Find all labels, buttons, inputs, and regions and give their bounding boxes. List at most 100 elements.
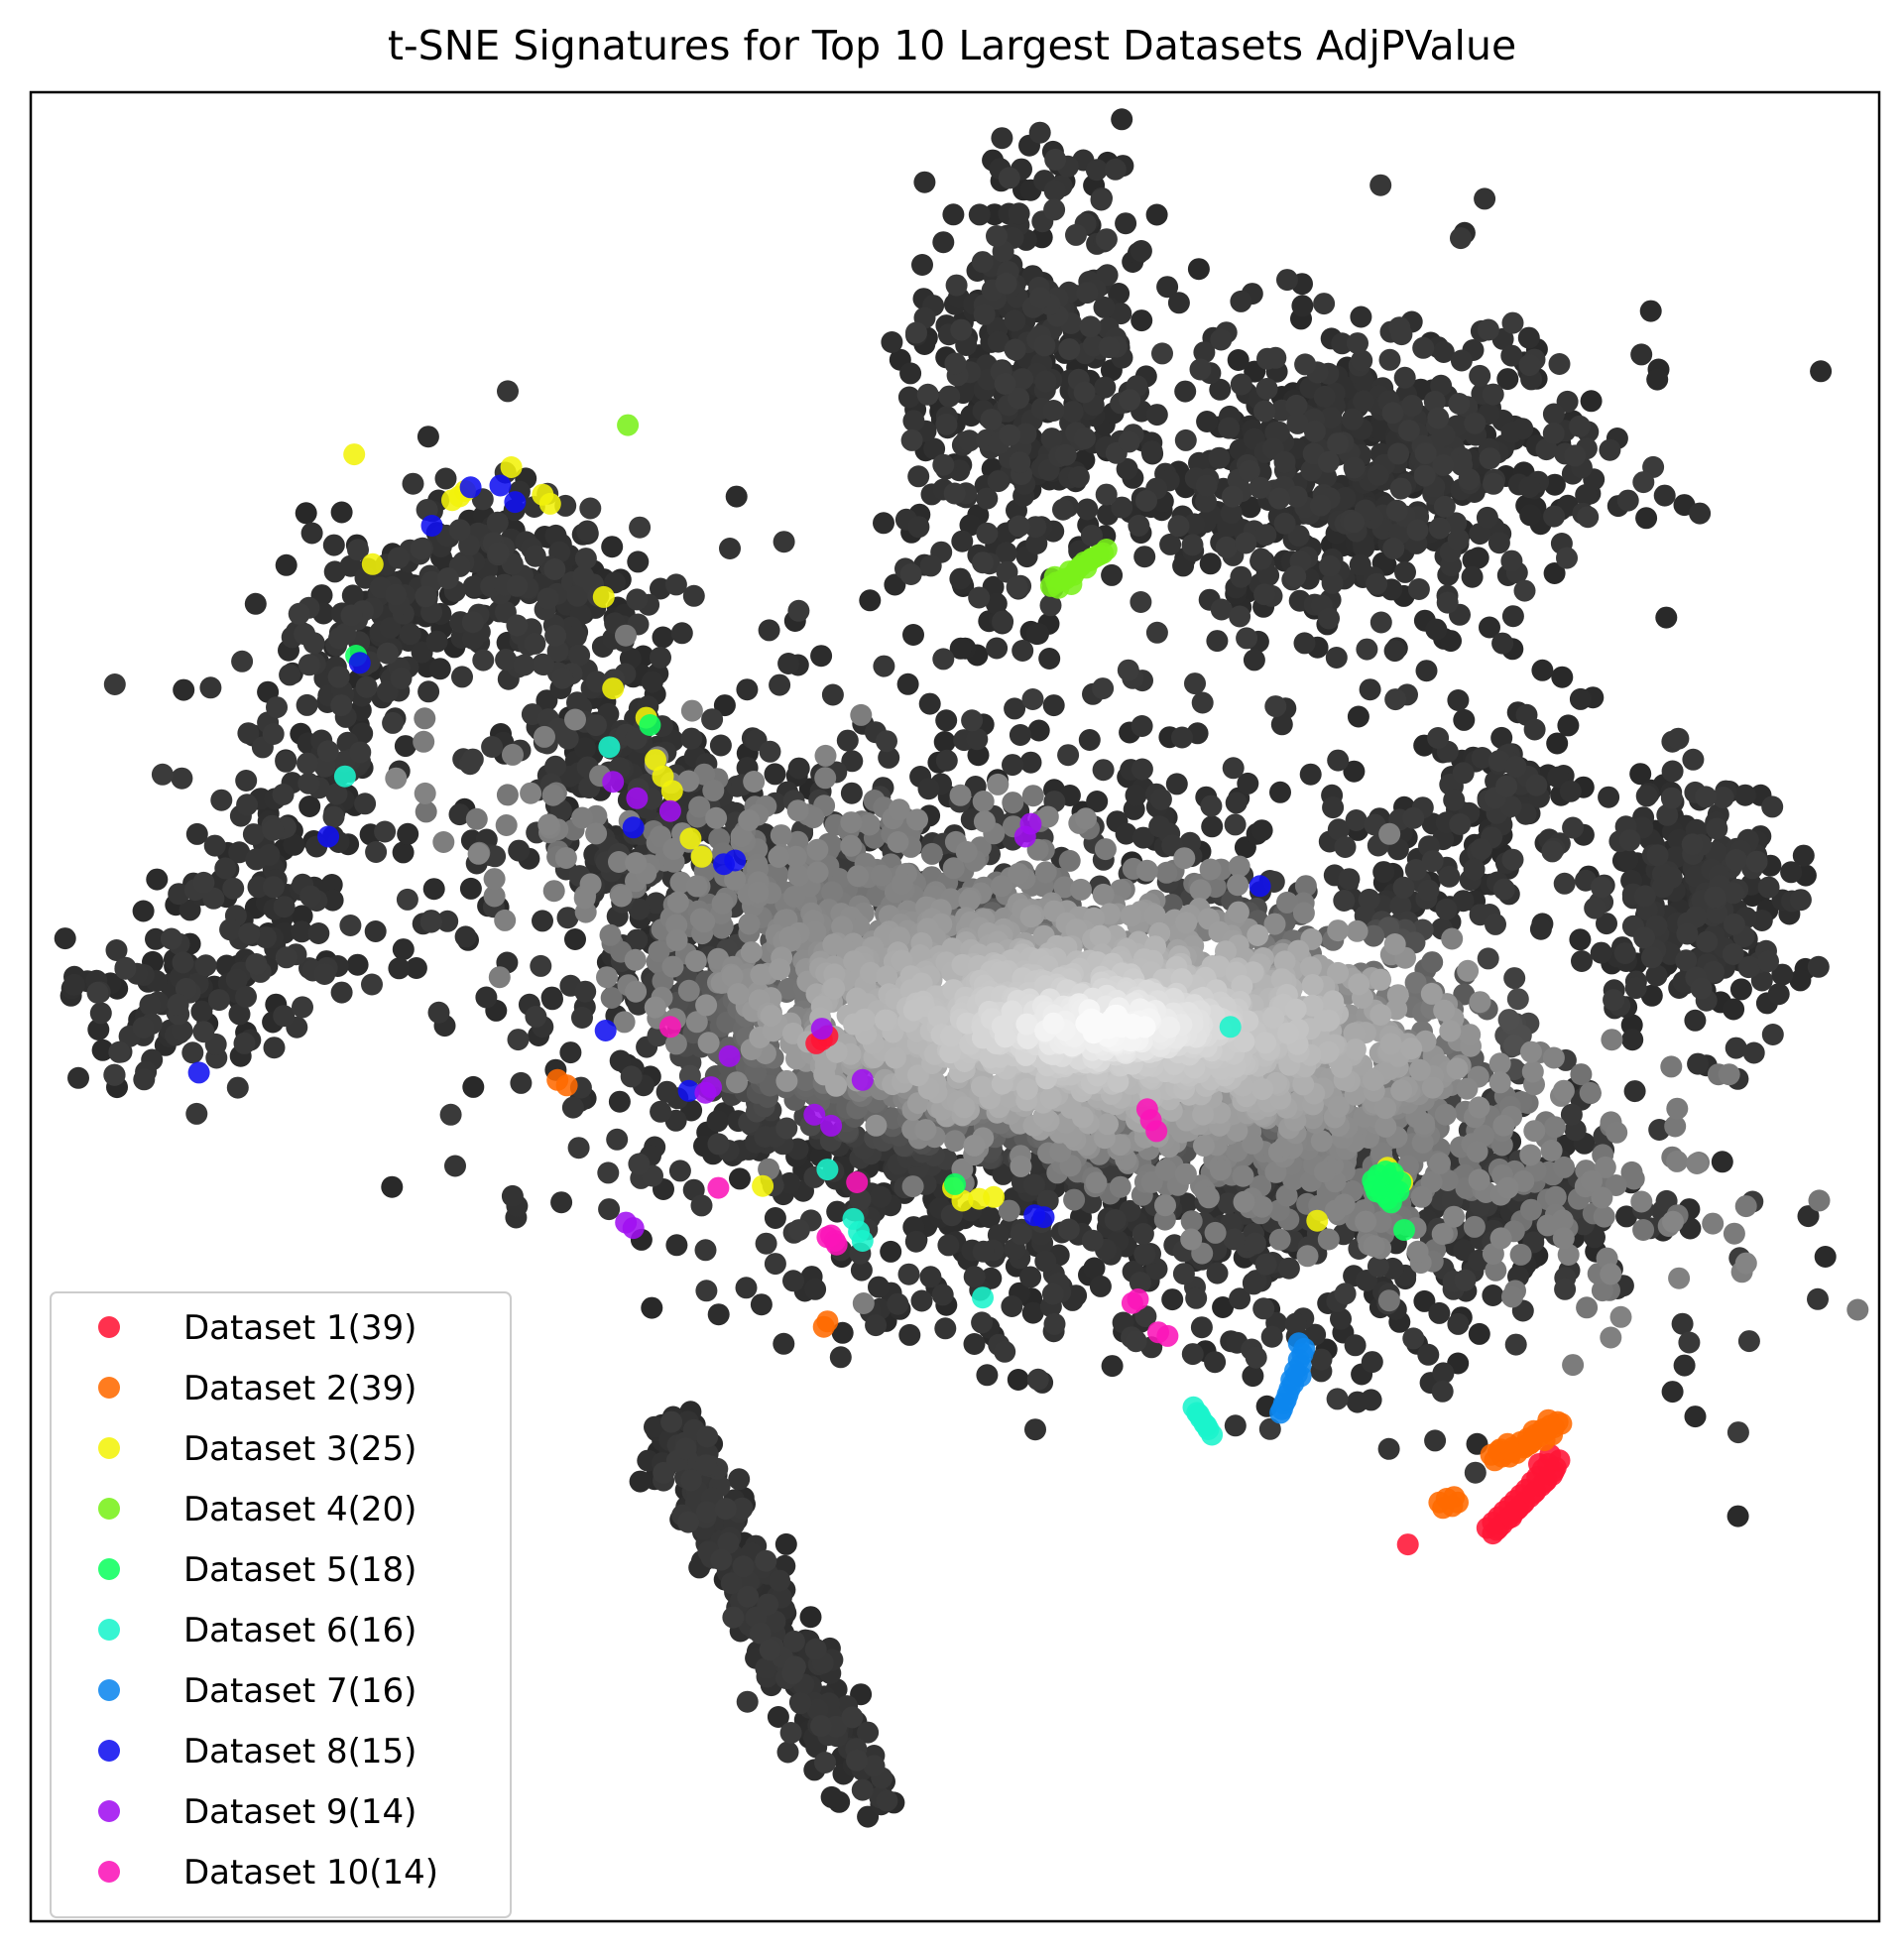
background-point	[1208, 446, 1231, 469]
background-point	[1090, 188, 1113, 211]
background-point	[419, 911, 442, 933]
background-point	[1334, 836, 1357, 858]
background-point	[228, 1003, 251, 1026]
background-point	[1757, 950, 1779, 973]
background-point	[530, 954, 552, 977]
background-point	[1372, 861, 1395, 884]
background-point	[428, 658, 451, 680]
background-point	[1415, 660, 1438, 682]
background-point	[1067, 465, 1090, 488]
background-point	[1745, 850, 1768, 873]
background-point	[1548, 353, 1571, 375]
background-point	[1413, 1289, 1436, 1312]
background-point	[841, 1706, 864, 1729]
background-point	[1167, 515, 1190, 538]
background-point	[910, 1289, 933, 1312]
background-point	[146, 868, 169, 891]
background-point	[1556, 547, 1578, 569]
background-point	[300, 522, 323, 545]
background-point	[759, 1639, 781, 1661]
background-point	[533, 654, 555, 676]
background-point	[1407, 578, 1430, 600]
background-point	[1470, 838, 1492, 860]
background-point	[986, 637, 1009, 660]
background-point	[938, 385, 961, 408]
background-point	[1334, 1283, 1357, 1305]
background-point	[1264, 346, 1287, 369]
background-point	[571, 1007, 593, 1029]
background-point	[382, 711, 405, 734]
background-point	[995, 272, 1017, 295]
background-point	[171, 767, 193, 790]
background-point	[732, 1555, 755, 1578]
background-point	[1369, 611, 1392, 634]
background-point	[425, 630, 448, 653]
background-point	[881, 331, 903, 353]
background-point	[1284, 565, 1307, 588]
background-point	[387, 547, 410, 569]
background-point	[787, 1219, 810, 1242]
background-point	[323, 560, 346, 583]
background-point	[1286, 412, 1309, 434]
background-point	[402, 472, 424, 495]
background-point	[902, 410, 925, 432]
background-point	[1477, 947, 1499, 970]
background-point	[1029, 287, 1051, 309]
background-point	[1128, 514, 1150, 537]
background-point	[436, 567, 459, 590]
background-point	[108, 1040, 131, 1063]
background-point	[1406, 1240, 1429, 1263]
background-point	[417, 680, 440, 703]
background-point	[544, 624, 567, 647]
background-point	[1154, 1159, 1177, 1181]
background-point	[1630, 343, 1653, 366]
background-point	[1630, 1190, 1653, 1213]
background-point	[1722, 943, 1744, 965]
background-point	[1726, 1505, 1749, 1527]
background-point	[992, 610, 1014, 633]
background-point	[935, 709, 958, 732]
background-point	[821, 683, 844, 706]
background-point	[972, 1240, 995, 1263]
background-point	[782, 1270, 804, 1292]
background-point	[713, 694, 736, 717]
background-point	[980, 409, 1003, 430]
background-point	[1260, 1325, 1283, 1348]
background-point	[432, 831, 455, 853]
background-point	[804, 1278, 827, 1300]
background-point	[1435, 898, 1458, 920]
background-point	[1061, 401, 1084, 424]
background-point	[524, 632, 546, 655]
background-point	[413, 730, 435, 753]
background-point	[1600, 1326, 1622, 1349]
background-point	[508, 839, 531, 862]
background-point	[755, 1549, 777, 1572]
background-point	[729, 1167, 751, 1190]
background-point	[778, 1171, 801, 1194]
background-point	[641, 1296, 663, 1319]
background-point	[1464, 412, 1487, 434]
background-point	[1317, 1228, 1340, 1251]
background-point	[1562, 1354, 1585, 1377]
background-point	[787, 599, 810, 622]
background-point	[1377, 1437, 1400, 1460]
background-point	[1640, 946, 1663, 969]
background-point	[1684, 1009, 1707, 1032]
background-point	[1174, 380, 1197, 403]
background-point	[613, 1011, 636, 1034]
background-point	[1252, 1297, 1275, 1320]
background-point	[973, 810, 996, 833]
background-point	[1268, 487, 1290, 510]
background-point	[999, 424, 1021, 446]
background-point	[1846, 1298, 1869, 1321]
background-point	[1633, 926, 1656, 949]
background-point	[1476, 506, 1498, 529]
background-point	[1167, 292, 1190, 314]
background-point	[764, 763, 786, 786]
background-point	[1761, 1024, 1784, 1045]
background-point	[870, 1185, 892, 1208]
background-point	[365, 841, 388, 863]
background-point	[1433, 495, 1456, 518]
background-point	[294, 623, 316, 646]
background-point	[852, 1292, 875, 1314]
